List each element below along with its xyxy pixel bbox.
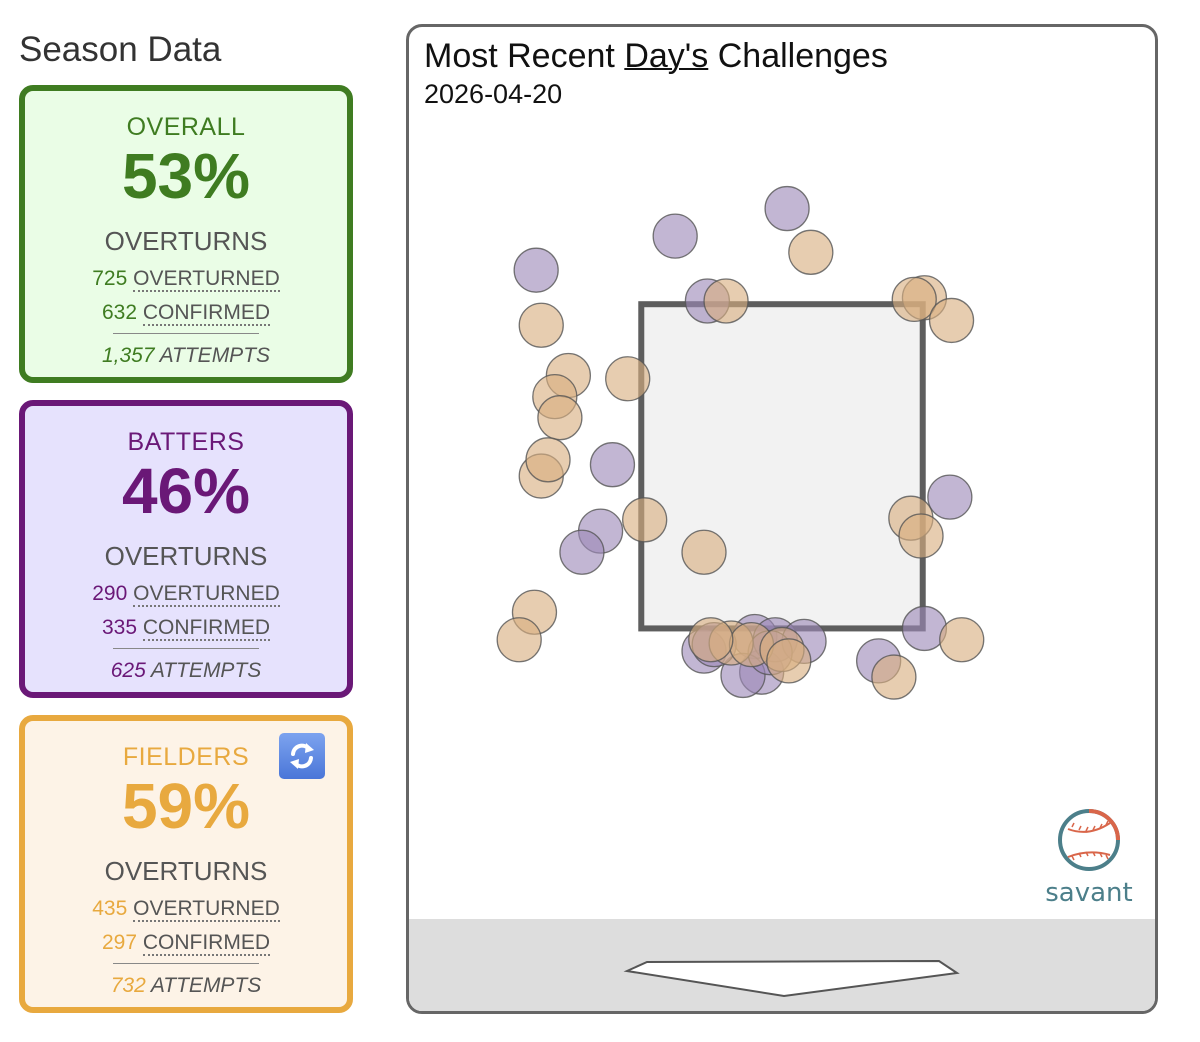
pitch-points-layer [496, 185, 985, 700]
overall-confirmed-link[interactable]: CONFIRMED [142, 301, 271, 326]
overall-overturned-count: 725 [92, 267, 128, 290]
fielders-attempts-line: 732 ATTEMPTS [25, 974, 347, 998]
fielders-overturned-link[interactable]: OVERTURNED [133, 897, 280, 922]
batters-challenge-point-7[interactable] [559, 529, 605, 575]
fielders-challenge-point-16[interactable] [898, 513, 944, 559]
fielders-challenge-point-22[interactable] [766, 638, 812, 684]
chart-title-day-link[interactable]: Day's [624, 37, 709, 75]
fielders-overturns-label: OVERTURNS [104, 856, 268, 886]
baseball-icon [1058, 809, 1120, 871]
overall-percent: 53% [121, 140, 251, 212]
overall-overturns-label: OVERTURNS [104, 226, 268, 256]
batters-challenge-point-4[interactable] [513, 247, 559, 293]
overall-overturned-link[interactable]: OVERTURNED [133, 267, 280, 292]
batters-attempts-count: 625 [110, 659, 146, 682]
batters-overturned-link[interactable]: OVERTURNED [133, 582, 280, 607]
fielders-divider [113, 963, 259, 964]
savant-logo: savant [1041, 805, 1137, 908]
fielders-challenge-point-18[interactable] [496, 617, 542, 663]
batters-confirmed-count: 335 [101, 616, 138, 639]
overall-label: OVERALL [126, 113, 246, 141]
overall-attempts-line: 1,357 ATTEMPTS [25, 344, 347, 368]
fielders-label: FIELDERS [122, 743, 250, 771]
batters-confirmed-line: 335 CONFIRMED [25, 616, 347, 641]
batters-percent: 46% [121, 455, 251, 527]
overall-attempts-count: 1,357 [101, 344, 155, 367]
fielders-attempts-count: 732 [110, 974, 146, 997]
fielders-overturned-count: 435 [92, 897, 128, 920]
swap-arrows-icon [290, 743, 314, 769]
chart-title-prefix: Most Recent [424, 37, 625, 75]
chart-title: Most Recent Day's Challenges [424, 37, 888, 76]
fielders-challenge-point-6[interactable] [518, 302, 564, 348]
fielders-challenge-point-12[interactable] [525, 437, 571, 483]
fielders-challenge-point-24[interactable] [871, 654, 917, 700]
challenges-chart-panel: Most Recent Day's Challenges 2026-04-20 … [406, 24, 1158, 1014]
batters-challenge-point-5[interactable] [589, 442, 636, 488]
batters-challenge-point-2[interactable] [652, 213, 698, 259]
fielders-attempts-label: ATTEMPTS [150, 974, 262, 997]
fielders-confirmed-line: 297 CONFIRMED [25, 931, 347, 956]
batters-challenge-point-8[interactable] [927, 474, 973, 520]
chart-title-suffix: Challenges [708, 37, 888, 75]
fielders-challenge-point-13[interactable] [622, 497, 668, 543]
batters-overturned-line: 290 OVERTURNED [25, 582, 347, 607]
fielders-challenge-point-1[interactable] [788, 229, 834, 275]
fielders-challenge-point-2[interactable] [703, 278, 749, 324]
batters-label: BATTERS [127, 428, 245, 456]
overall-divider [113, 333, 259, 334]
fielders-challenge-point-25[interactable] [688, 617, 734, 663]
home-plate [623, 959, 960, 998]
batters-confirmed-link[interactable]: CONFIRMED [142, 616, 271, 641]
strike-zone [638, 301, 926, 632]
batters-attempts-line: 625 ATTEMPTS [25, 659, 347, 683]
batters-overturned-count: 290 [92, 582, 128, 605]
fielders-challenge-point-23[interactable] [939, 617, 985, 663]
fielders-confirmed-count: 297 [101, 931, 138, 954]
batters-divider [113, 648, 259, 649]
savant-logo-text: savant [1045, 878, 1133, 908]
swap-button[interactable] [279, 733, 325, 779]
batters-overturns-label: OVERTURNS [104, 541, 268, 571]
fielders-card: FIELDERS 59% OVERTURNS 435 OVERTURNED 29… [19, 715, 353, 1013]
fielders-overturned-line: 435 OVERTURNED [25, 897, 347, 922]
batters-card: BATTERS 46% OVERTURNS 290 OVERTURNED 335… [19, 400, 353, 698]
overall-overturned-line: 725 OVERTURNED [25, 267, 347, 292]
overall-confirmed-line: 632 CONFIRMED [25, 301, 347, 326]
fielders-percent: 59% [121, 770, 251, 842]
overall-confirmed-count: 632 [101, 301, 138, 324]
batters-challenge-point-1[interactable] [764, 185, 810, 232]
fielders-challenge-point-4[interactable] [891, 276, 937, 322]
fielders-challenge-point-9[interactable] [605, 356, 651, 402]
overall-card: OVERALL 53% OVERTURNS 725 OVERTURNED 632… [19, 85, 353, 383]
season-data-title: Season Data [19, 30, 222, 69]
batters-attempts-label: ATTEMPTS [150, 659, 262, 682]
chart-date: 2026-04-20 [424, 79, 563, 109]
challenges-plot [496, 185, 985, 998]
fielders-challenge-point-10[interactable] [537, 395, 583, 441]
fielders-confirmed-link[interactable]: CONFIRMED [142, 931, 271, 956]
overall-attempts-label: ATTEMPTS [159, 344, 271, 367]
fielders-challenge-point-5[interactable] [928, 297, 975, 344]
fielders-challenge-point-14[interactable] [681, 529, 727, 575]
